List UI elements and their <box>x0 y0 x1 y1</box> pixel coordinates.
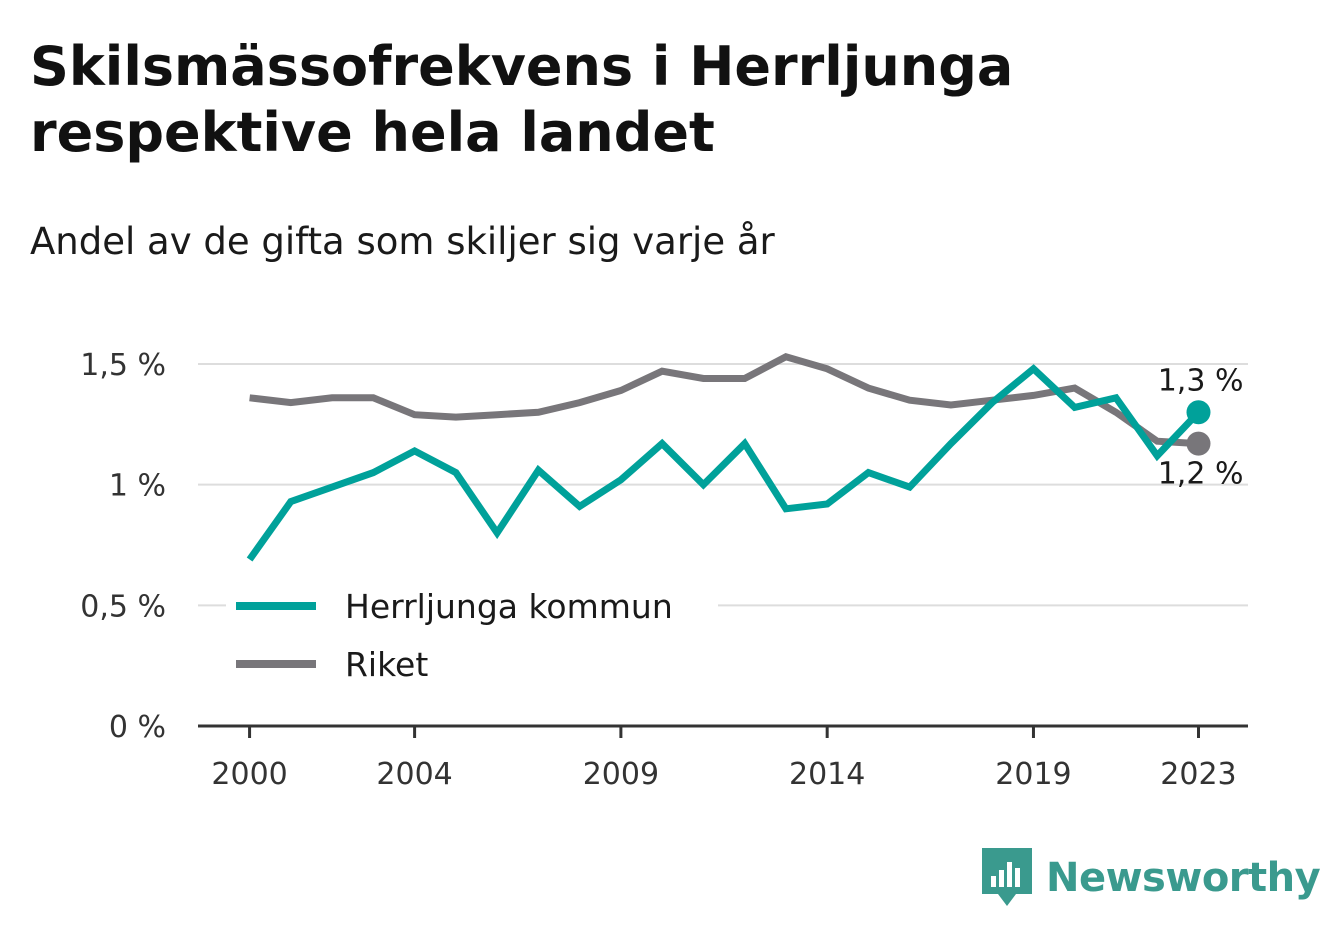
y-tick-label: 0,5 % <box>80 589 166 624</box>
end-labels: 1,3 % 1,2 % <box>1158 363 1244 491</box>
legend-label: Herrljunga kommun <box>345 587 673 626</box>
x-tick-label: 2000 <box>211 757 287 792</box>
legend-background <box>226 578 718 694</box>
series-end-point <box>1186 431 1211 456</box>
x-tick-label: 2019 <box>995 757 1071 792</box>
chart-subtitle: Andel av de gifta som skiljer sig varje … <box>30 220 775 263</box>
y-tick-label: 1 % <box>109 469 166 504</box>
x-tick-label: 2023 <box>1160 757 1236 792</box>
end-label: 1,3 % <box>1158 363 1244 398</box>
series-lines <box>246 353 1211 562</box>
y-axis-ticks: 0 % 0,5 % 1 % 1,5 % <box>80 348 166 745</box>
series-line <box>246 364 1202 562</box>
y-tick-label: 0 % <box>109 710 166 745</box>
y-tick-label: 1,5 % <box>80 348 166 383</box>
legend: Herrljunga kommun Riket <box>226 578 718 694</box>
x-tick-label: 2009 <box>583 757 659 792</box>
brand-name: Newsworthy <box>1046 855 1321 901</box>
series-end-point <box>1186 400 1211 425</box>
x-axis: 2000 2004 2009 2014 2019 2023 <box>198 724 1248 792</box>
legend-label: Riket <box>345 645 428 684</box>
newsworthy-logo-icon <box>982 848 1032 906</box>
x-tick-label: 2004 <box>376 757 452 792</box>
x-tick-label: 2014 <box>789 757 865 792</box>
end-label: 1,2 % <box>1158 457 1244 492</box>
chart-title: Skilsmässofrekvens i Herrljunga respekti… <box>30 35 1014 164</box>
newsworthy-logo: Newsworthy <box>982 848 1321 908</box>
series-line <box>249 353 1199 448</box>
